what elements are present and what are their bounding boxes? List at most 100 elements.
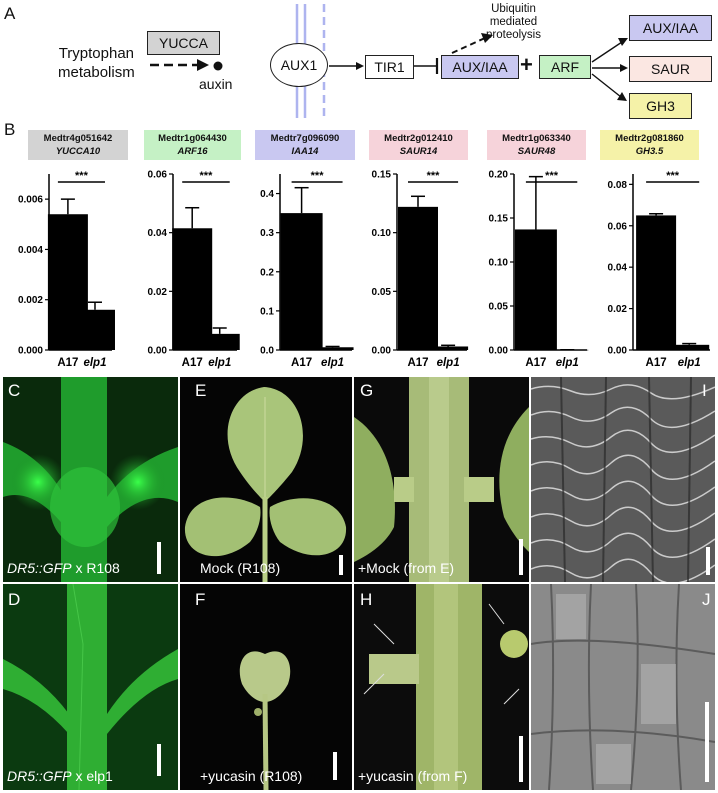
y-tick-label: 0.02 [148, 287, 168, 298]
photo-caption: +yucasin (from F) [358, 768, 468, 784]
y-tick-label: 0.000 [18, 346, 43, 357]
bar-chart-yucca10: 0.000 0.002 0.004 0.006 A17 elp1 *** [18, 170, 115, 369]
x-tick-label: elp1 [321, 357, 344, 369]
gene-box-iaa14: Medtr7g096090 IAA14 [255, 130, 355, 160]
panel-label-e: E [195, 381, 207, 400]
x-tick-label: elp1 [83, 357, 106, 369]
panel-label-g: G [360, 381, 374, 400]
y-tick-label: 0.08 [608, 180, 628, 191]
x-tick-label: A17 [57, 357, 78, 369]
sem-epidermis-image [531, 377, 715, 582]
scale-bar [706, 547, 710, 575]
significance-label: *** [75, 170, 89, 182]
panel-label-h: H [360, 590, 373, 609]
bar-A17 [280, 213, 323, 350]
scale-bar [157, 744, 161, 776]
x-tick-label: elp1 [678, 357, 701, 369]
plus-sign: + [520, 52, 533, 77]
panel-label-b: B [4, 120, 16, 139]
panel-label-i: I [702, 381, 707, 400]
stem-closeup-image [354, 377, 529, 582]
photo-d-dr5-elp1: DR5::GFP x elp1 [3, 584, 178, 790]
gene-box-saur14: Medtr2g012410 SAUR14 [369, 130, 468, 160]
y-tick-label: 0.20 [489, 170, 509, 181]
gene-box-saur48: Medtr1g063340 SAUR48 [487, 130, 586, 160]
gene-symbol: SAUR48 [517, 146, 556, 157]
panel-label-f: F [195, 590, 206, 609]
gene-symbol: IAA14 [291, 146, 319, 157]
y-tick-label: 0.002 [18, 295, 43, 306]
gene-id: Medtr1g063340 [502, 133, 571, 144]
y-tick-label: 0.00 [148, 346, 168, 357]
out-gh3-box: GH3 [629, 93, 692, 119]
trifoliate-leaf-image [180, 377, 352, 582]
y-tick-label: 0.04 [148, 228, 168, 239]
gene-symbol: GH3.5 [635, 146, 664, 157]
bar-A17 [172, 228, 213, 350]
scale-bar [519, 736, 523, 782]
photo-c-dr5-r108: DR5::GFP x R108 [3, 377, 178, 582]
y-tick-label: 0.06 [148, 170, 168, 181]
tryptophan-label: Tryptophan metabolism [58, 45, 135, 81]
ubiquitin-label: Ubiquitin mediated proteolysis [486, 3, 541, 41]
aux1-node: AUX1 [270, 43, 328, 87]
photo-caption: +yucasin (R108) [200, 768, 303, 784]
gene-id: Medtr4g051642 [43, 133, 113, 144]
y-tick-label: 0.10 [489, 258, 509, 269]
y-tick-label: 0.3 [260, 228, 274, 239]
y-tick-label: 0.04 [608, 263, 628, 274]
gene-id: Medtr7g096090 [270, 133, 340, 144]
y-tick-label: 0.00 [372, 346, 392, 357]
x-tick-label: elp1 [437, 357, 460, 369]
gfp-seedling-image [3, 377, 178, 582]
photo-caption: DR5::GFP x R108 [7, 560, 120, 576]
scale-bar [333, 752, 337, 780]
x-tick-label: elp1 [556, 357, 579, 369]
photo-caption: +Mock (from E) [358, 560, 455, 576]
y-tick-label: 0.10 [372, 228, 392, 239]
y-tick-label: 0.00 [608, 346, 628, 357]
bar-chart-gh35: 0.00 0.02 0.04 0.06 0.08 A17 elp1 *** [608, 170, 710, 369]
x-tick-label: A17 [182, 357, 203, 369]
y-tick-label: 0.05 [372, 287, 392, 298]
tir1-box: TIR1 [365, 55, 414, 79]
y-tick-label: 0.004 [18, 245, 43, 256]
y-tick-label: 0.05 [489, 302, 509, 313]
bar-chart-arf16: 0.00 0.02 0.04 0.06 A17 elp1 *** [148, 170, 240, 369]
x-tick-label: A17 [525, 357, 546, 369]
out-aux-iaa-box: AUX/IAA [629, 15, 712, 41]
y-tick-label: 0.15 [489, 214, 509, 225]
x-tick-label: A17 [407, 357, 428, 369]
scale-bar [339, 555, 343, 575]
significance-label: *** [427, 170, 441, 182]
panel-label-a: A [4, 4, 16, 23]
bar-A17 [398, 206, 438, 350]
y-tick-label: 0.02 [608, 304, 628, 315]
stem-closeup-image [354, 584, 529, 790]
photo-g-mock-from-e: +Mock (from E) [354, 377, 529, 582]
bar-chart-saur48: 0.00 0.05 0.10 0.15 0.20 A17 elp1 *** [489, 170, 589, 369]
scale-bar [519, 539, 523, 575]
photo-j-sem [531, 584, 715, 790]
significance-label: *** [200, 170, 214, 182]
photo-h-yucasin-from-f: +yucasin (from F) [354, 584, 529, 790]
significance-label: *** [311, 170, 325, 182]
gene-symbol: SAUR14 [399, 146, 438, 157]
out-saur-box: SAUR [629, 56, 712, 82]
bar-chart-saur14: 0.00 0.05 0.10 0.15 A17 elp1 *** [372, 170, 469, 369]
y-tick-label: 0.4 [260, 189, 274, 200]
x-tick-label: elp1 [208, 357, 231, 369]
y-tick-label: 0.2 [260, 267, 274, 278]
photo-i-sem [531, 377, 715, 582]
small-seedling-image [180, 584, 352, 790]
panel-label-j: J [702, 590, 711, 609]
scale-bar [157, 542, 161, 574]
gene-box-yucca10: Medtr4g051642 YUCCA10 [28, 130, 128, 160]
photo-caption: DR5::GFP x elp1 [7, 768, 113, 784]
y-tick-label: 0.006 [18, 195, 43, 206]
significance-label: *** [666, 170, 680, 182]
gene-box-arf16: Medtr1g064430 ARF16 [144, 130, 241, 160]
bar-elp1 [669, 344, 710, 350]
pathway-arrows [150, 4, 628, 118]
panel-label-d: D [8, 590, 21, 609]
